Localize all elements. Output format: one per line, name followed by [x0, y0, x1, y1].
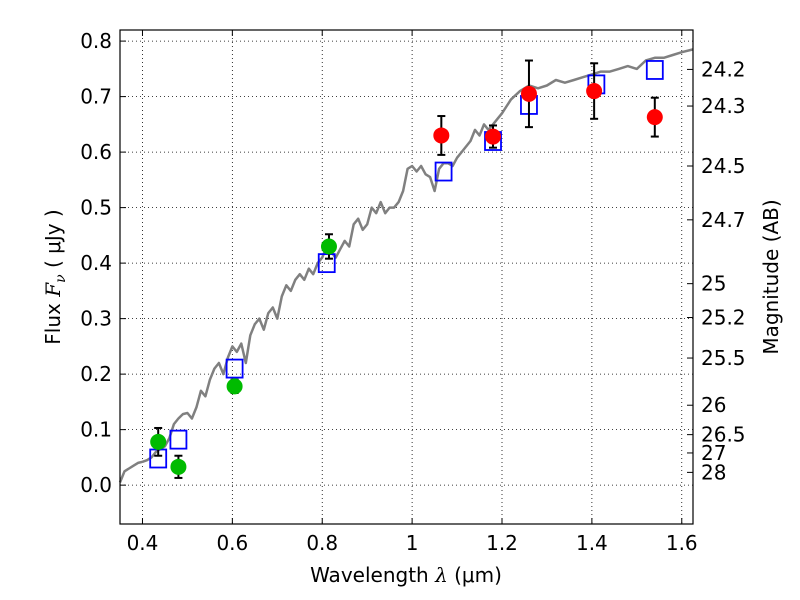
- x-tick-label: 0.4: [127, 531, 159, 555]
- x-axis-label-symbol: λ: [434, 563, 448, 587]
- observed-point: [150, 433, 167, 450]
- right-tick-label: 28: [701, 460, 726, 484]
- right-axis-label: Magnitude (AB): [759, 199, 783, 354]
- x-axis-label-prefix: Wavelength: [310, 563, 435, 587]
- observed-point: [485, 128, 502, 145]
- right-tick-label: 24.5: [701, 154, 746, 178]
- right-tick-label: 24.7: [701, 208, 746, 232]
- data-layer: [118, 48, 694, 483]
- x-tick-label: 0.8: [306, 531, 338, 555]
- model-photometry-square: [169, 429, 188, 450]
- y-tick-label: 0.2: [80, 362, 112, 386]
- observed-point: [320, 238, 337, 255]
- right-tick-label: 26: [701, 393, 726, 417]
- x-tick-label: 0.6: [216, 531, 248, 555]
- observed-point: [646, 109, 663, 126]
- y-axis-label-prefix: Flux: [41, 297, 65, 345]
- y-tick-label: 0.4: [80, 251, 112, 275]
- plot-frame: [119, 29, 694, 525]
- x-tick-label: 1.4: [576, 531, 608, 555]
- y-axis-label-symbol: F: [41, 282, 65, 298]
- y-tick-label: 0.5: [80, 196, 112, 220]
- observed-point: [520, 85, 537, 102]
- observed-point: [170, 458, 187, 475]
- y-axis-label-sub: ν: [53, 274, 69, 283]
- y-tick-label: 0.6: [80, 140, 112, 164]
- label-layer: 0.4 0.6 0.8 1 1.2 1.4 1.6 0.0 0.1 0.2 0.3 0.4 0.5 0.6…: [80, 29, 745, 555]
- x-tick-label: 1.2: [486, 531, 518, 555]
- y-tick-label: 0.1: [80, 418, 112, 442]
- model-photometry-square: [645, 60, 664, 80]
- tick-layer: [120, 30, 693, 524]
- right-tick-label: 24.3: [701, 94, 746, 118]
- right-tick-label: 25.2: [701, 306, 746, 330]
- observed-point: [226, 378, 243, 395]
- y-tick-label: 0.0: [80, 473, 112, 497]
- x-tick-label: 1.6: [666, 531, 698, 555]
- observed-point: [586, 83, 603, 100]
- model-photometry-square: [225, 358, 244, 379]
- y-tick-label: 0.8: [80, 29, 112, 53]
- right-tick-label: 24.2: [701, 57, 746, 81]
- y-axis-label-unit: ( μJy ): [41, 209, 65, 274]
- x-tick-label: 1: [406, 531, 419, 555]
- x-axis-label-unit: (μm): [448, 563, 502, 587]
- model-spectrum-line: [118, 48, 694, 483]
- right-tick-label: 25: [701, 272, 726, 296]
- observed-point: [433, 127, 450, 144]
- grid-layer: [120, 30, 693, 524]
- model-photometry-square: [434, 161, 453, 182]
- y-tick-label: 0.7: [80, 85, 112, 109]
- x-axis-label: Wavelength λ (μm): [310, 563, 502, 587]
- right-tick-label: 26.5: [701, 423, 746, 447]
- y-axis-label: Flux Fν ( μJy ): [41, 209, 69, 344]
- y-tick-label: 0.3: [80, 307, 112, 331]
- right-tick-label: 25.5: [701, 346, 746, 370]
- right-tick-label: 27: [701, 441, 726, 465]
